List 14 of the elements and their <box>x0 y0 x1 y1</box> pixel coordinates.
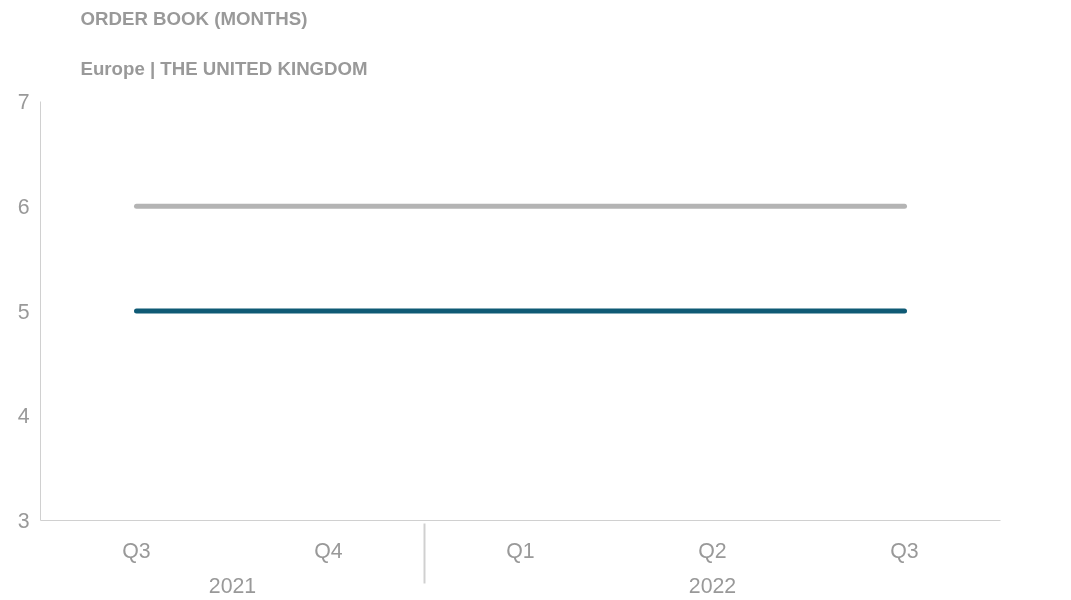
text: 2021 <box>208 573 257 598</box>
x-tick-label: Q3 <box>890 538 919 563</box>
x-tick-label: Q4 <box>314 538 343 563</box>
y-tick-label: 7 <box>17 90 30 114</box>
y-tick-label: 3 <box>17 509 30 533</box>
y-tick-label: 6 <box>17 194 30 219</box>
y-tick-label: 5 <box>17 299 30 324</box>
chart-title: ORDER BOOK (MONTHS) <box>80 7 308 29</box>
chart-subtitle: Europe | THE UNITED KINGDOM <box>80 58 368 79</box>
x-tick-label: Q2 <box>698 538 727 563</box>
y-tick-label: 4 <box>17 404 30 429</box>
x-tick-label: Q3 <box>122 538 151 563</box>
x-tick-label: Q1 <box>506 538 535 563</box>
text: 2022 <box>688 573 737 598</box>
